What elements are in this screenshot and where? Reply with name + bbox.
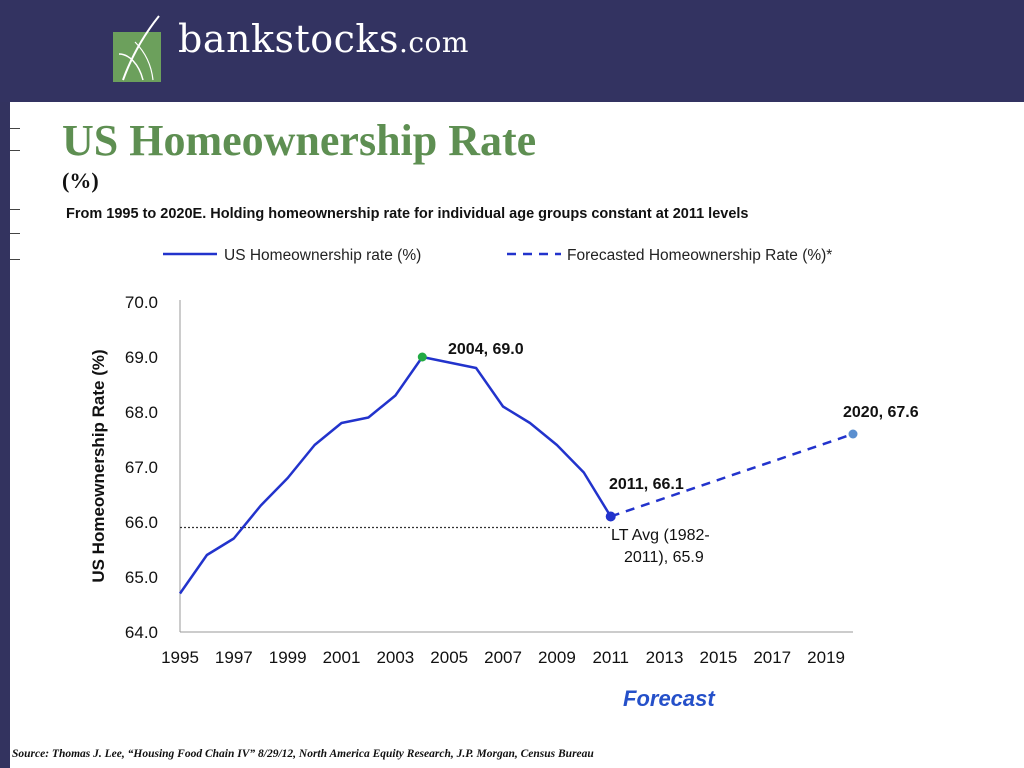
y-tick-label: 69.0 [125,348,158,367]
series-line-actual [178,355,612,595]
y-axis-label: US Homeownership Rate (%) [89,349,108,582]
annotation-2004: 2004, 69.0 [448,341,524,358]
y-tick-label: 66.0 [125,513,158,532]
y-tick-label: 68.0 [125,403,158,422]
chart-legend: US Homeownership rate (%) Forecasted Hom… [163,247,832,264]
x-tick-label: 1997 [215,648,253,667]
x-tick-label: 2017 [753,648,791,667]
y-tick-label: 65.0 [125,568,158,587]
header-banner: bankstocks.com [0,0,1024,102]
logo-leaf-icon [113,15,161,82]
annotation-lt-avg-line1: LT Avg (1982- [611,527,710,544]
annotation-2020: 2020, 67.6 [843,404,919,421]
x-tick-label: 2003 [376,648,414,667]
y-tick-label: 64.0 [125,623,158,642]
y-tick-label: 67.0 [125,458,158,477]
forecast-label: Forecast [623,686,716,711]
x-tick-label: 2007 [484,648,522,667]
annotation-lt-avg-line2: 2011), 65.9 [624,549,704,566]
x-tick-label: 2015 [699,648,737,667]
x-tick-label: 2009 [538,648,576,667]
legend-label-actual: US Homeownership rate (%) [224,247,421,264]
series-line-forecast [610,432,854,518]
chart-description: From 1995 to 2020E. Holding homeownershi… [66,206,749,222]
y-tick-label: 70.0 [125,293,158,312]
marker-2011 [605,511,616,522]
x-tick-label: 2005 [430,648,468,667]
marker-2020 [848,429,858,439]
source-footnote: Source: Thomas J. Lee, “Housing Food Cha… [12,748,594,760]
x-tick-labels: 1995 1997 1999 2001 2003 2005 2007 2009 2011 2013… [161,648,845,667]
y-tick-labels: 70.0 69.0 68.0 67.0 66.0 65.0 64.0 [125,293,158,642]
logo-wordmark: bankstocks.com [178,14,469,68]
x-tick-label: 1999 [269,648,307,667]
left-border-strip [0,102,10,768]
margin-tick [10,150,20,151]
x-tick-label: 2011 [592,648,629,667]
annotation-2011: 2011, 66.1 [609,476,684,493]
x-tick-label: 1995 [161,648,199,667]
logo-suffix: .com [398,26,469,59]
margin-tick [10,209,20,210]
x-tick-label: 2001 [323,648,361,667]
legend-label-forecast: Forecasted Homeownership Rate (%)* [567,247,832,264]
logo-name: bankstocks [178,17,399,61]
x-tick-label: 2013 [646,648,684,667]
marker-2004-peak [417,352,427,362]
slide-subtitle: (%) [62,168,99,193]
margin-tick [10,128,20,129]
margin-tick [10,259,20,260]
slide-title: US Homeownership Rate [62,116,537,165]
margin-tick [10,233,20,234]
x-tick-label: 2019 [807,648,845,667]
